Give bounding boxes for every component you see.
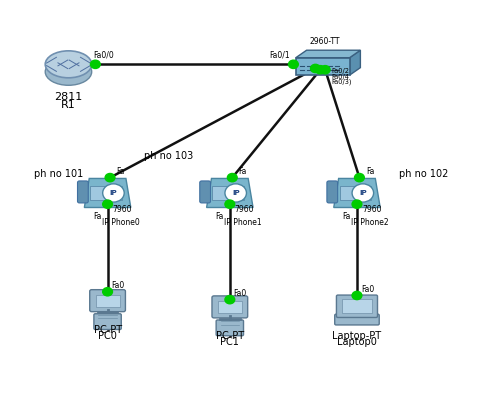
- FancyBboxPatch shape: [339, 186, 371, 200]
- Text: Fa: Fa: [342, 212, 350, 221]
- Text: 7960: 7960: [112, 205, 132, 215]
- Text: Fa0/2: Fa0/2: [331, 68, 349, 74]
- Text: ph no 101: ph no 101: [34, 169, 83, 179]
- Text: ph no 102: ph no 102: [398, 169, 447, 179]
- FancyBboxPatch shape: [334, 314, 379, 325]
- Circle shape: [224, 184, 246, 202]
- Text: IP: IP: [231, 190, 239, 196]
- Circle shape: [320, 66, 329, 74]
- Text: Fa0: Fa0: [360, 285, 373, 294]
- Text: Laptop0: Laptop0: [336, 337, 376, 347]
- Text: IP Phone2: IP Phone2: [350, 218, 388, 227]
- Text: Fa: Fa: [93, 212, 101, 221]
- Circle shape: [224, 200, 234, 208]
- FancyBboxPatch shape: [218, 301, 241, 313]
- Text: 2960-TT: 2960-TT: [309, 37, 340, 46]
- Text: R1: R1: [61, 100, 76, 110]
- Text: ph no 103: ph no 103: [144, 151, 193, 161]
- Circle shape: [227, 173, 237, 182]
- FancyBboxPatch shape: [94, 314, 121, 330]
- Circle shape: [288, 60, 298, 68]
- Text: IP: IP: [109, 190, 117, 196]
- Text: PC-PT: PC-PT: [215, 331, 244, 341]
- Polygon shape: [349, 50, 360, 75]
- Text: Fa: Fa: [116, 167, 124, 176]
- Circle shape: [354, 173, 364, 182]
- Circle shape: [310, 64, 320, 73]
- Text: IP Phone0: IP Phone0: [102, 218, 139, 227]
- FancyBboxPatch shape: [295, 58, 349, 75]
- Circle shape: [224, 295, 234, 304]
- Circle shape: [102, 200, 112, 208]
- Text: Fa0: Fa0: [233, 289, 246, 298]
- FancyBboxPatch shape: [212, 186, 244, 200]
- Text: Fa0/1: Fa0/1: [268, 51, 289, 60]
- FancyBboxPatch shape: [90, 186, 122, 200]
- Text: Fa: Fa: [365, 167, 373, 176]
- Polygon shape: [295, 50, 360, 58]
- Text: 7960: 7960: [234, 205, 254, 215]
- Text: Fa: Fa: [215, 212, 223, 221]
- Text: Fa0/0: Fa0/0: [93, 51, 113, 60]
- Text: PC-PT: PC-PT: [93, 325, 122, 335]
- Text: IP: IP: [358, 190, 366, 196]
- Text: Fa0/4: Fa0/4: [331, 74, 349, 80]
- Circle shape: [102, 288, 112, 296]
- Circle shape: [105, 173, 115, 182]
- Text: PC0: PC0: [98, 331, 117, 341]
- Text: Laptop-PT: Laptop-PT: [332, 331, 381, 341]
- Polygon shape: [206, 178, 253, 208]
- Text: Fa0: Fa0: [111, 281, 124, 290]
- FancyBboxPatch shape: [77, 181, 88, 203]
- Circle shape: [90, 60, 100, 68]
- Text: Fa: Fa: [238, 167, 246, 176]
- FancyBboxPatch shape: [199, 181, 210, 203]
- FancyBboxPatch shape: [216, 320, 243, 336]
- FancyBboxPatch shape: [96, 295, 119, 307]
- FancyBboxPatch shape: [336, 295, 377, 317]
- Circle shape: [351, 184, 373, 202]
- Circle shape: [315, 66, 325, 74]
- Ellipse shape: [45, 58, 92, 85]
- Text: Fa0/3): Fa0/3): [331, 79, 351, 85]
- FancyBboxPatch shape: [341, 299, 371, 313]
- Circle shape: [102, 184, 124, 202]
- Text: IP Phone1: IP Phone1: [224, 218, 261, 227]
- Polygon shape: [84, 178, 131, 208]
- Text: 2811: 2811: [54, 92, 82, 102]
- Circle shape: [351, 200, 361, 208]
- FancyBboxPatch shape: [89, 290, 125, 312]
- FancyBboxPatch shape: [326, 181, 337, 203]
- Ellipse shape: [45, 51, 92, 78]
- Circle shape: [351, 291, 361, 300]
- Text: PC1: PC1: [220, 337, 239, 347]
- FancyBboxPatch shape: [212, 296, 247, 318]
- Polygon shape: [333, 178, 380, 208]
- Text: 7960: 7960: [361, 205, 381, 215]
